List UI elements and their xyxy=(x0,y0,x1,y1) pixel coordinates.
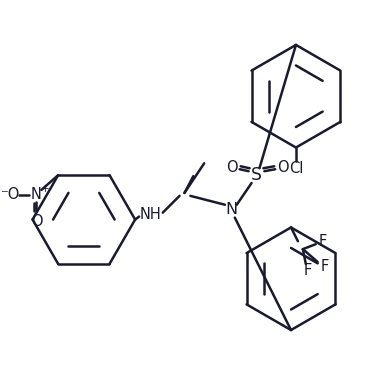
Text: F: F xyxy=(304,263,312,278)
Text: Cl: Cl xyxy=(289,161,303,176)
Text: S: S xyxy=(251,166,262,184)
Text: O: O xyxy=(31,214,42,229)
Text: N: N xyxy=(31,187,42,202)
Text: N: N xyxy=(226,202,238,217)
Text: O: O xyxy=(277,160,289,175)
Text: O: O xyxy=(226,160,238,175)
Text: NH: NH xyxy=(140,207,162,222)
Text: ⁻O: ⁻O xyxy=(0,187,20,202)
Text: F: F xyxy=(318,234,327,249)
Text: +: + xyxy=(41,184,50,194)
Text: F: F xyxy=(320,259,329,275)
